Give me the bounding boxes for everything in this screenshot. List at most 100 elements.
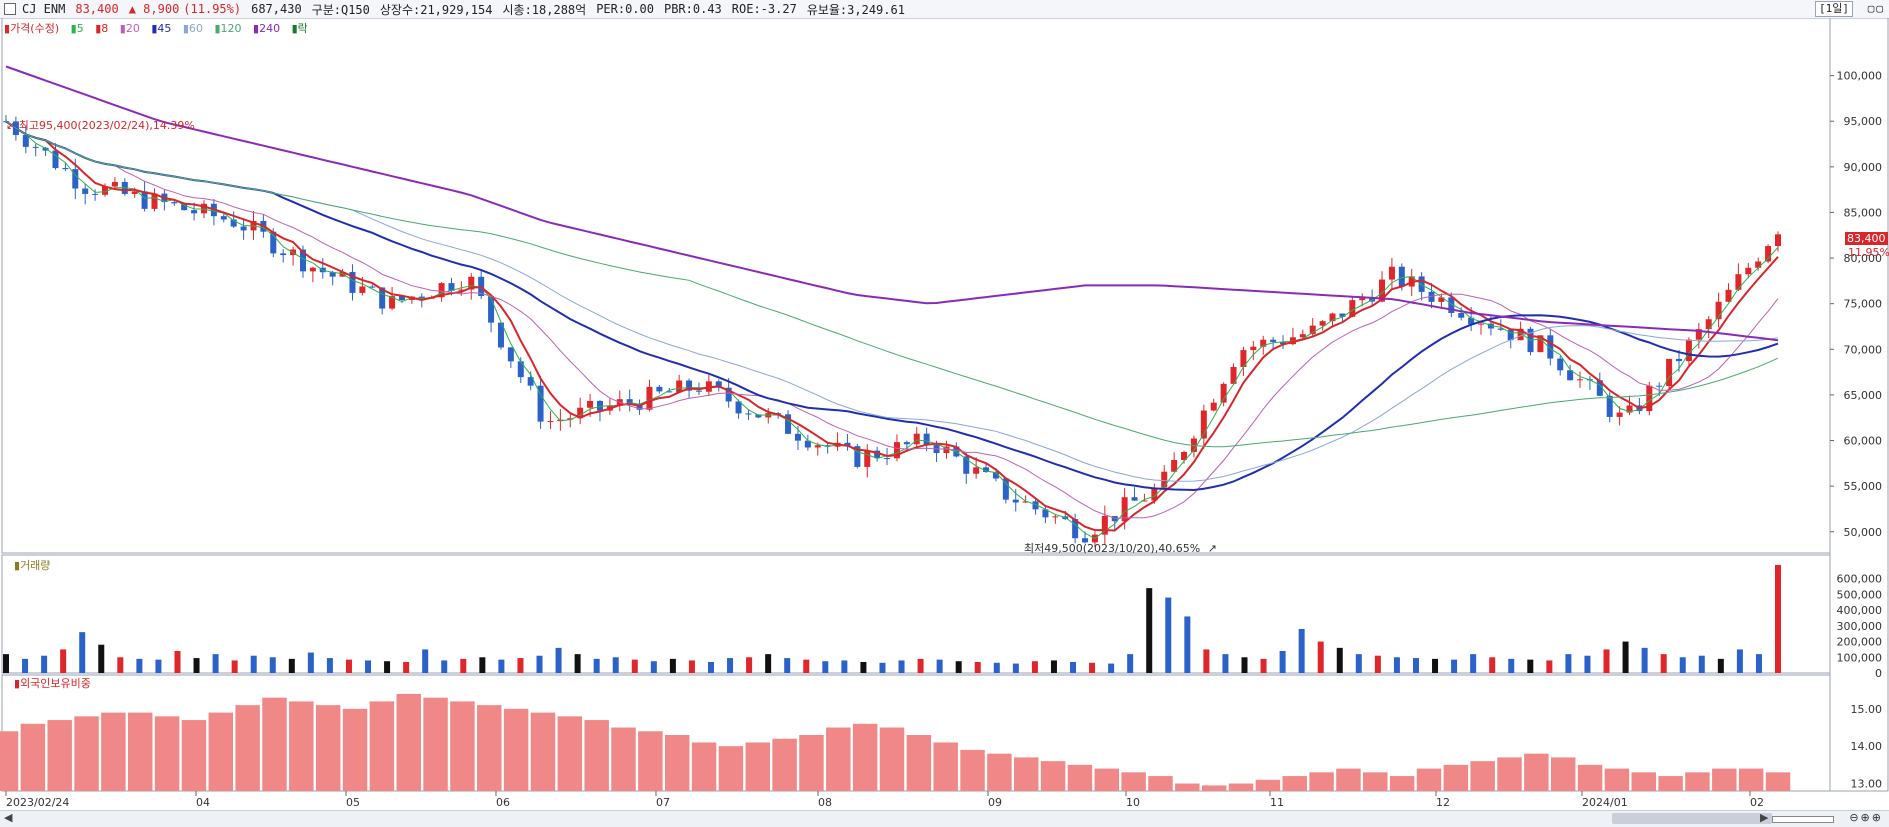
foreign-bar [691, 742, 717, 791]
candle-body [903, 442, 910, 445]
volume-bar [1050, 660, 1057, 673]
trade-volume: 687,430 [251, 2, 302, 16]
y-axis-area [1829, 18, 1889, 792]
price-y-tick-label: 65,000 [1844, 389, 1883, 402]
volume-y-tick-label: 100,000 [1837, 651, 1883, 664]
per-value: PER:0.00 [596, 2, 654, 16]
legend-ma60: ▮60 [182, 22, 203, 35]
volume-bar [345, 659, 352, 673]
price-y-tick-label: 70,000 [1844, 343, 1883, 356]
foreign-bar [933, 742, 958, 791]
foreign-y-tick-label: 15.00 [1851, 703, 1883, 716]
volume-bar [1393, 657, 1400, 673]
volume-bar [269, 657, 276, 673]
horizontal-scrollbar[interactable]: ◀ ▶ ⊖⊕⊕ [0, 810, 1889, 827]
volume-bar [860, 662, 867, 673]
candle-body [1775, 234, 1781, 247]
volume-bar [1679, 657, 1686, 673]
volume-bar [841, 660, 848, 673]
candle-body [22, 135, 29, 147]
candle-body [1379, 279, 1386, 302]
candle-body [438, 283, 445, 298]
candle-body [656, 386, 663, 392]
candle-body [1735, 274, 1742, 290]
candle-body [854, 446, 861, 467]
foreign-bar [826, 727, 851, 791]
candle-body [299, 249, 306, 272]
candle-body [1151, 487, 1158, 501]
select-checkbox[interactable] [4, 3, 16, 15]
candle-body [923, 433, 930, 446]
foreign-bar [20, 723, 46, 791]
foreign-bar [315, 705, 341, 791]
legend-ma120: ▮120 [214, 22, 242, 35]
stock-name: CJ ENM [22, 2, 66, 16]
window-controls-icon[interactable]: ▢▢ [1867, 2, 1885, 15]
volume-bar [1298, 629, 1305, 673]
candle-body [695, 390, 702, 392]
x-tick-label: 12 [1436, 796, 1450, 809]
candle-body [1280, 341, 1287, 345]
volume-bar [60, 649, 67, 673]
candle-body [1299, 334, 1306, 338]
foreign-bar [503, 708, 529, 791]
volume-bar [41, 655, 48, 673]
foreign-bar [906, 735, 932, 791]
candle-body [458, 289, 465, 291]
candle-body [1319, 321, 1326, 326]
scroll-left-icon[interactable]: ◀ [4, 811, 13, 824]
foreign-bar [396, 693, 421, 791]
candle-body [1072, 519, 1079, 539]
price-y-tick-label: 60,000 [1844, 435, 1883, 448]
volume-bar [1470, 654, 1477, 673]
candle-body [943, 446, 950, 454]
volume-bar [422, 649, 429, 673]
price-y-tick-label: 80,000 [1844, 252, 1883, 265]
foreign-bar [852, 723, 878, 791]
candle-body [1537, 335, 1544, 353]
x-tick-label: 09 [988, 796, 1002, 809]
current-price: 83,400 [75, 2, 119, 16]
candle-body [755, 414, 762, 418]
candle-body [181, 203, 188, 211]
volume-bar [365, 660, 372, 673]
candle-body [547, 421, 554, 423]
candle-body [309, 267, 316, 272]
volume-bar [1336, 647, 1343, 673]
foreign-bar [557, 716, 583, 791]
foreign-bar [1389, 776, 1415, 791]
price-change-pct: (11.95%) [183, 2, 242, 16]
period-button[interactable]: [1일] [1815, 1, 1853, 17]
candle-body [1646, 385, 1653, 412]
candle-body [220, 216, 227, 220]
volume-bar [612, 657, 619, 673]
scroll-thumb[interactable] [1612, 813, 1772, 824]
volume-bar [765, 654, 772, 673]
volume-bar [917, 658, 924, 673]
zoom-slider[interactable] [1772, 816, 1834, 823]
scroll-right-icon[interactable]: ▶ [1760, 811, 1769, 824]
foreign-bar [1363, 772, 1388, 791]
candle-body [1755, 261, 1762, 268]
candle-body [893, 442, 900, 459]
candle-body [32, 146, 39, 148]
candle-body [1388, 266, 1395, 280]
x-tick-label: 10 [1126, 796, 1140, 809]
candle-body [596, 400, 603, 411]
volume-bar [650, 661, 657, 673]
candle-body [844, 442, 851, 447]
volume-bar [441, 660, 448, 673]
candle-body [1171, 459, 1178, 472]
foreign-bar [1175, 783, 1200, 791]
volume-bar [136, 658, 143, 673]
volume-bar [1355, 654, 1362, 673]
legend-price: ▮가격(수정) [4, 22, 60, 35]
volume-y-tick-label: 600,000 [1837, 573, 1883, 586]
zoom-icon[interactable]: ⊖⊕⊕ [1849, 811, 1883, 824]
candle-body [785, 414, 792, 434]
volume-bar [1546, 660, 1553, 673]
candle-body [329, 272, 336, 277]
candle-body [468, 276, 475, 290]
foreign-bar [1497, 757, 1522, 791]
volume-bar [1622, 641, 1629, 673]
